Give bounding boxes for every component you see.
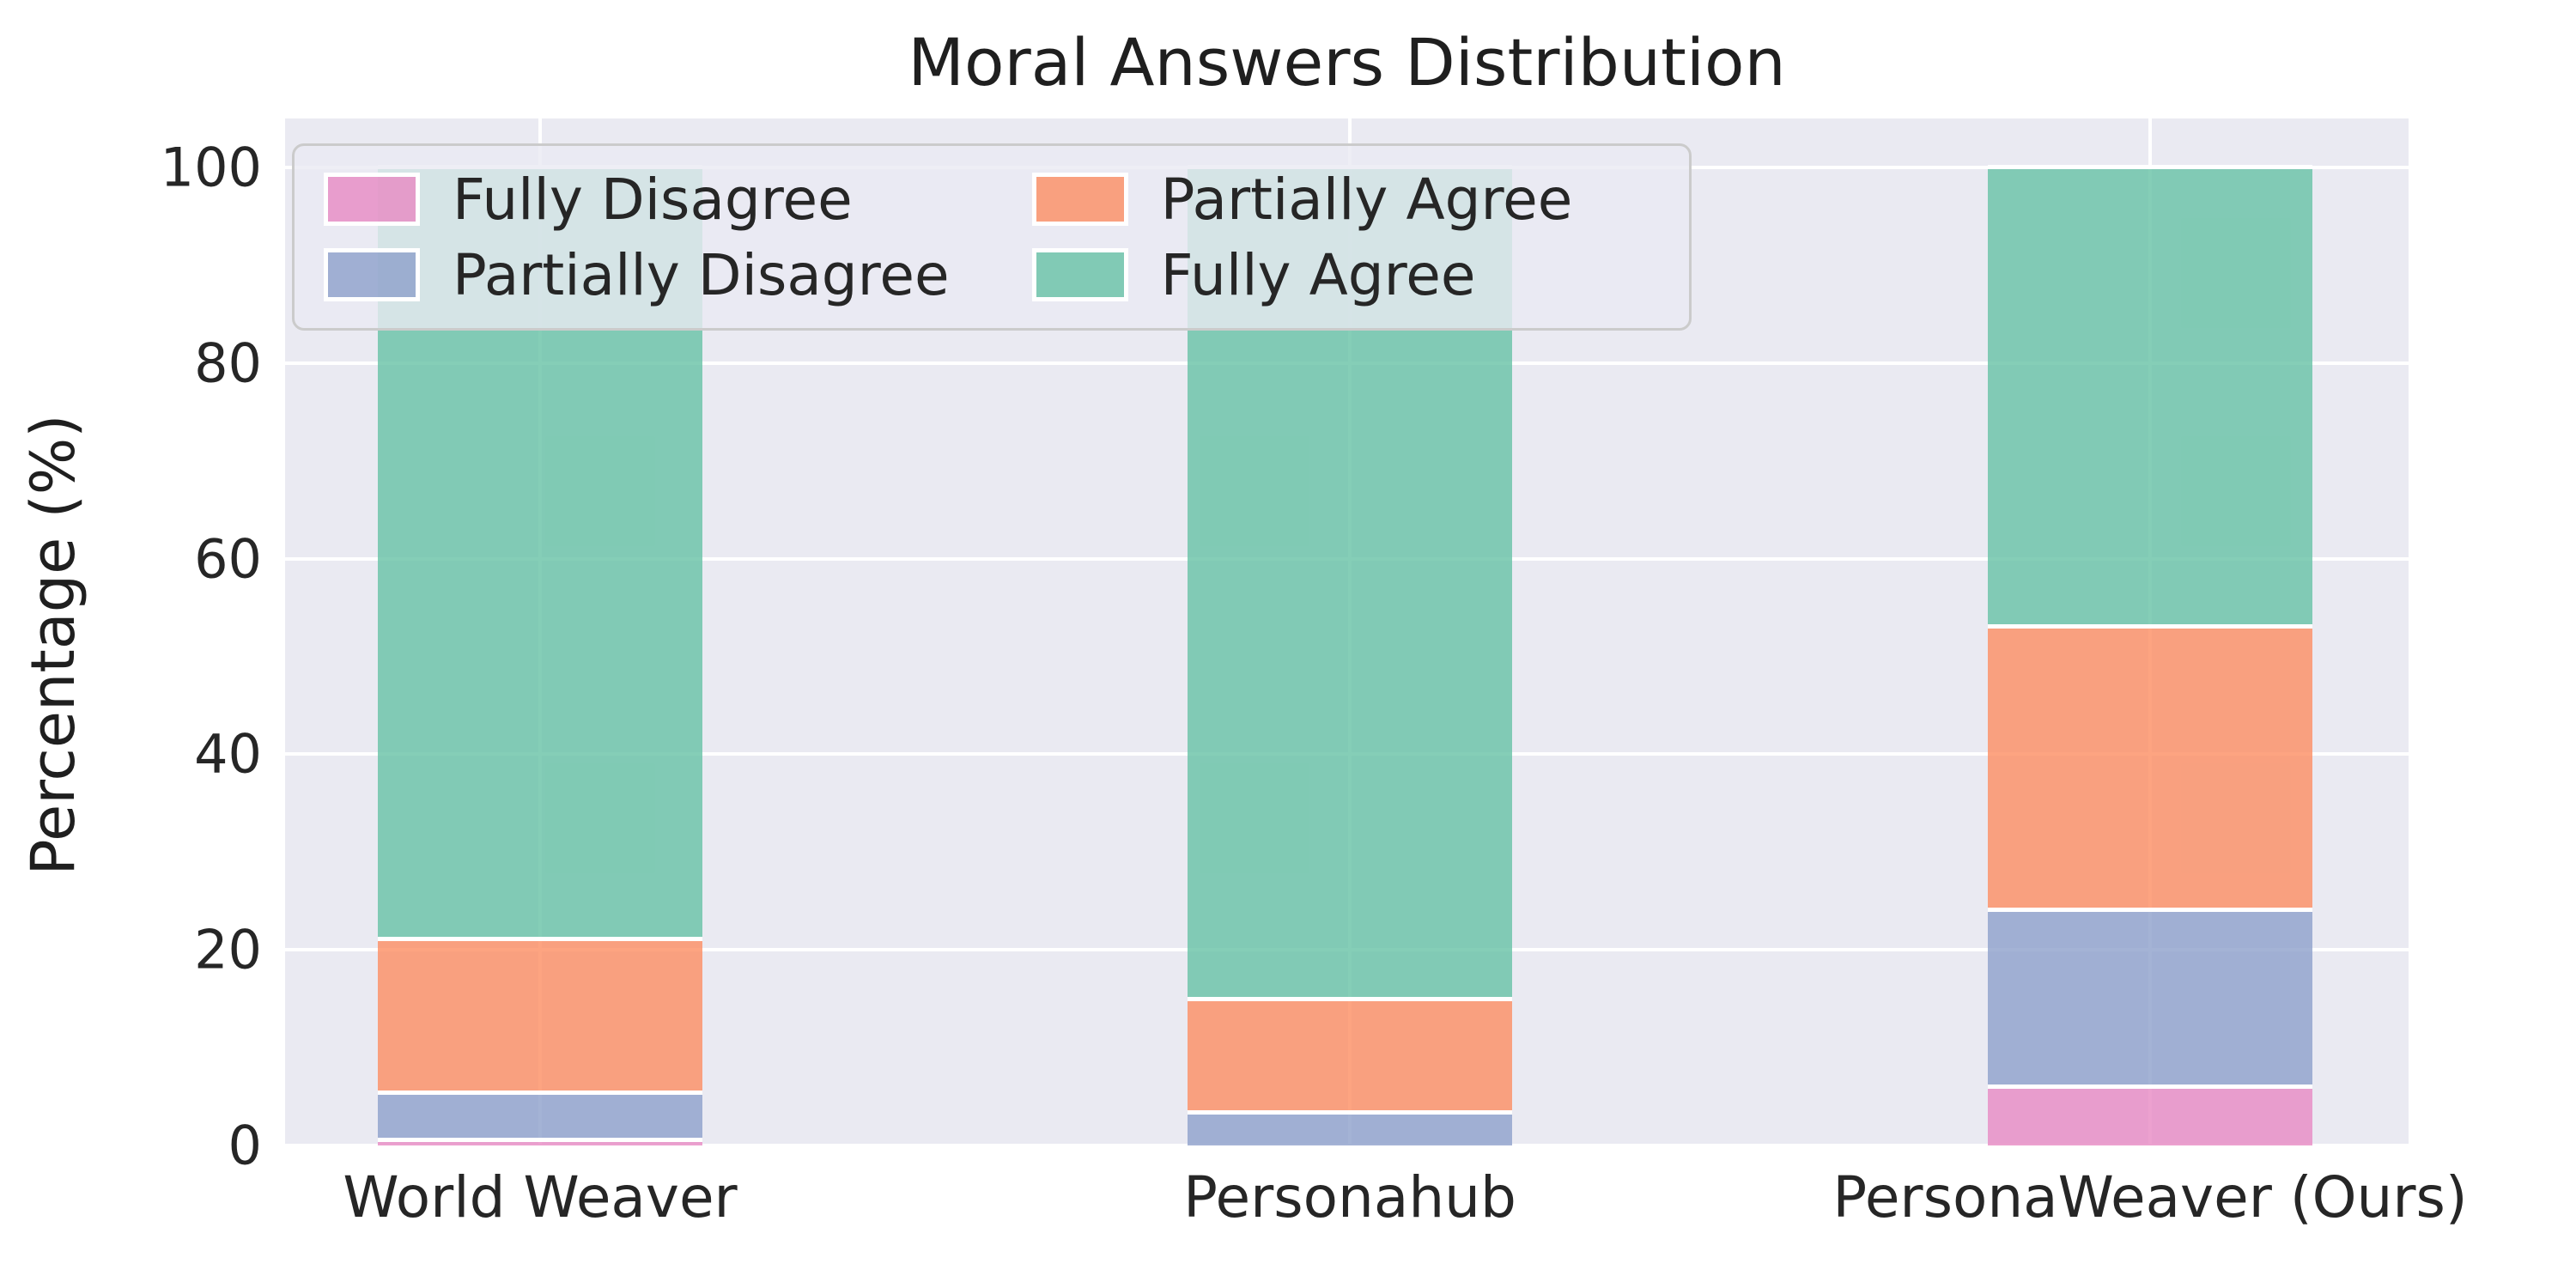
bar-edge-line bbox=[378, 1091, 702, 1095]
bar-edge-line bbox=[378, 937, 702, 942]
y-axis-label: Percentage (%) bbox=[18, 414, 88, 876]
plot-area: Fully Disagree Partially Disagree Partiall… bbox=[285, 118, 2409, 1145]
legend-swatch-icon bbox=[324, 248, 420, 301]
legend: Fully Disagree Partially Disagree Partiall… bbox=[292, 143, 1692, 331]
y-tick-label-40: 40 bbox=[194, 722, 262, 786]
legend-label: Partially Agree bbox=[1160, 166, 1573, 233]
legend-label: Fully Disagree bbox=[453, 166, 853, 233]
legend-item-fully-agree: Fully Agree bbox=[1031, 241, 1660, 308]
bar-segment-2-fully-agree bbox=[1988, 167, 2312, 627]
bar-edge-line bbox=[1988, 908, 2312, 912]
bar-segment-1-partially-agree bbox=[1188, 999, 1512, 1113]
bar-edge-line bbox=[1988, 1084, 2312, 1090]
y-tick-label-20: 20 bbox=[194, 918, 262, 981]
legend-label: Fully Agree bbox=[1160, 241, 1476, 308]
bar-edge-line bbox=[1988, 165, 2312, 170]
legend-swatch-icon bbox=[1031, 173, 1128, 226]
legend-label: Partially Disagree bbox=[453, 241, 950, 308]
bar-edge-line bbox=[1188, 996, 1512, 1001]
bar-segment-1-partially-disagree bbox=[1188, 1112, 1512, 1145]
chart-title: Moral Answers Distribution bbox=[908, 24, 1786, 100]
y-tick-label-100: 100 bbox=[160, 136, 262, 199]
y-tick-label-60: 60 bbox=[194, 527, 262, 591]
x-tick-label-0: World Weaver bbox=[343, 1164, 738, 1230]
bar-edge-line bbox=[1988, 623, 2312, 629]
x-tick-label-1: Personahub bbox=[1183, 1164, 1516, 1230]
legend-swatch-icon bbox=[1031, 248, 1128, 301]
bar-edge-line bbox=[378, 1137, 702, 1142]
bar-segment-0-partially-agree bbox=[378, 939, 702, 1093]
legend-item-partially-disagree: Partially Disagree bbox=[324, 242, 1032, 308]
y-tick-label-0: 0 bbox=[228, 1114, 262, 1177]
bar-segment-2-fully-disagree bbox=[1988, 1086, 2312, 1145]
legend-swatch-icon bbox=[324, 173, 420, 226]
bar-segment-2-partially-agree bbox=[1988, 626, 2312, 910]
bar-segment-2-partially-disagree bbox=[1988, 909, 2312, 1087]
y-tick-label-80: 80 bbox=[194, 331, 262, 395]
bar-segment-0-partially-disagree bbox=[378, 1092, 702, 1140]
legend-item-partially-agree: Partially Agree bbox=[1031, 166, 1660, 233]
legend-item-fully-disagree: Fully Disagree bbox=[324, 167, 1032, 233]
bar-segment-0-fully-disagree bbox=[378, 1139, 702, 1145]
x-tick-label-2: PersonaWeaver (Ours) bbox=[1832, 1164, 2468, 1230]
bar-edge-line bbox=[1188, 1109, 1512, 1115]
